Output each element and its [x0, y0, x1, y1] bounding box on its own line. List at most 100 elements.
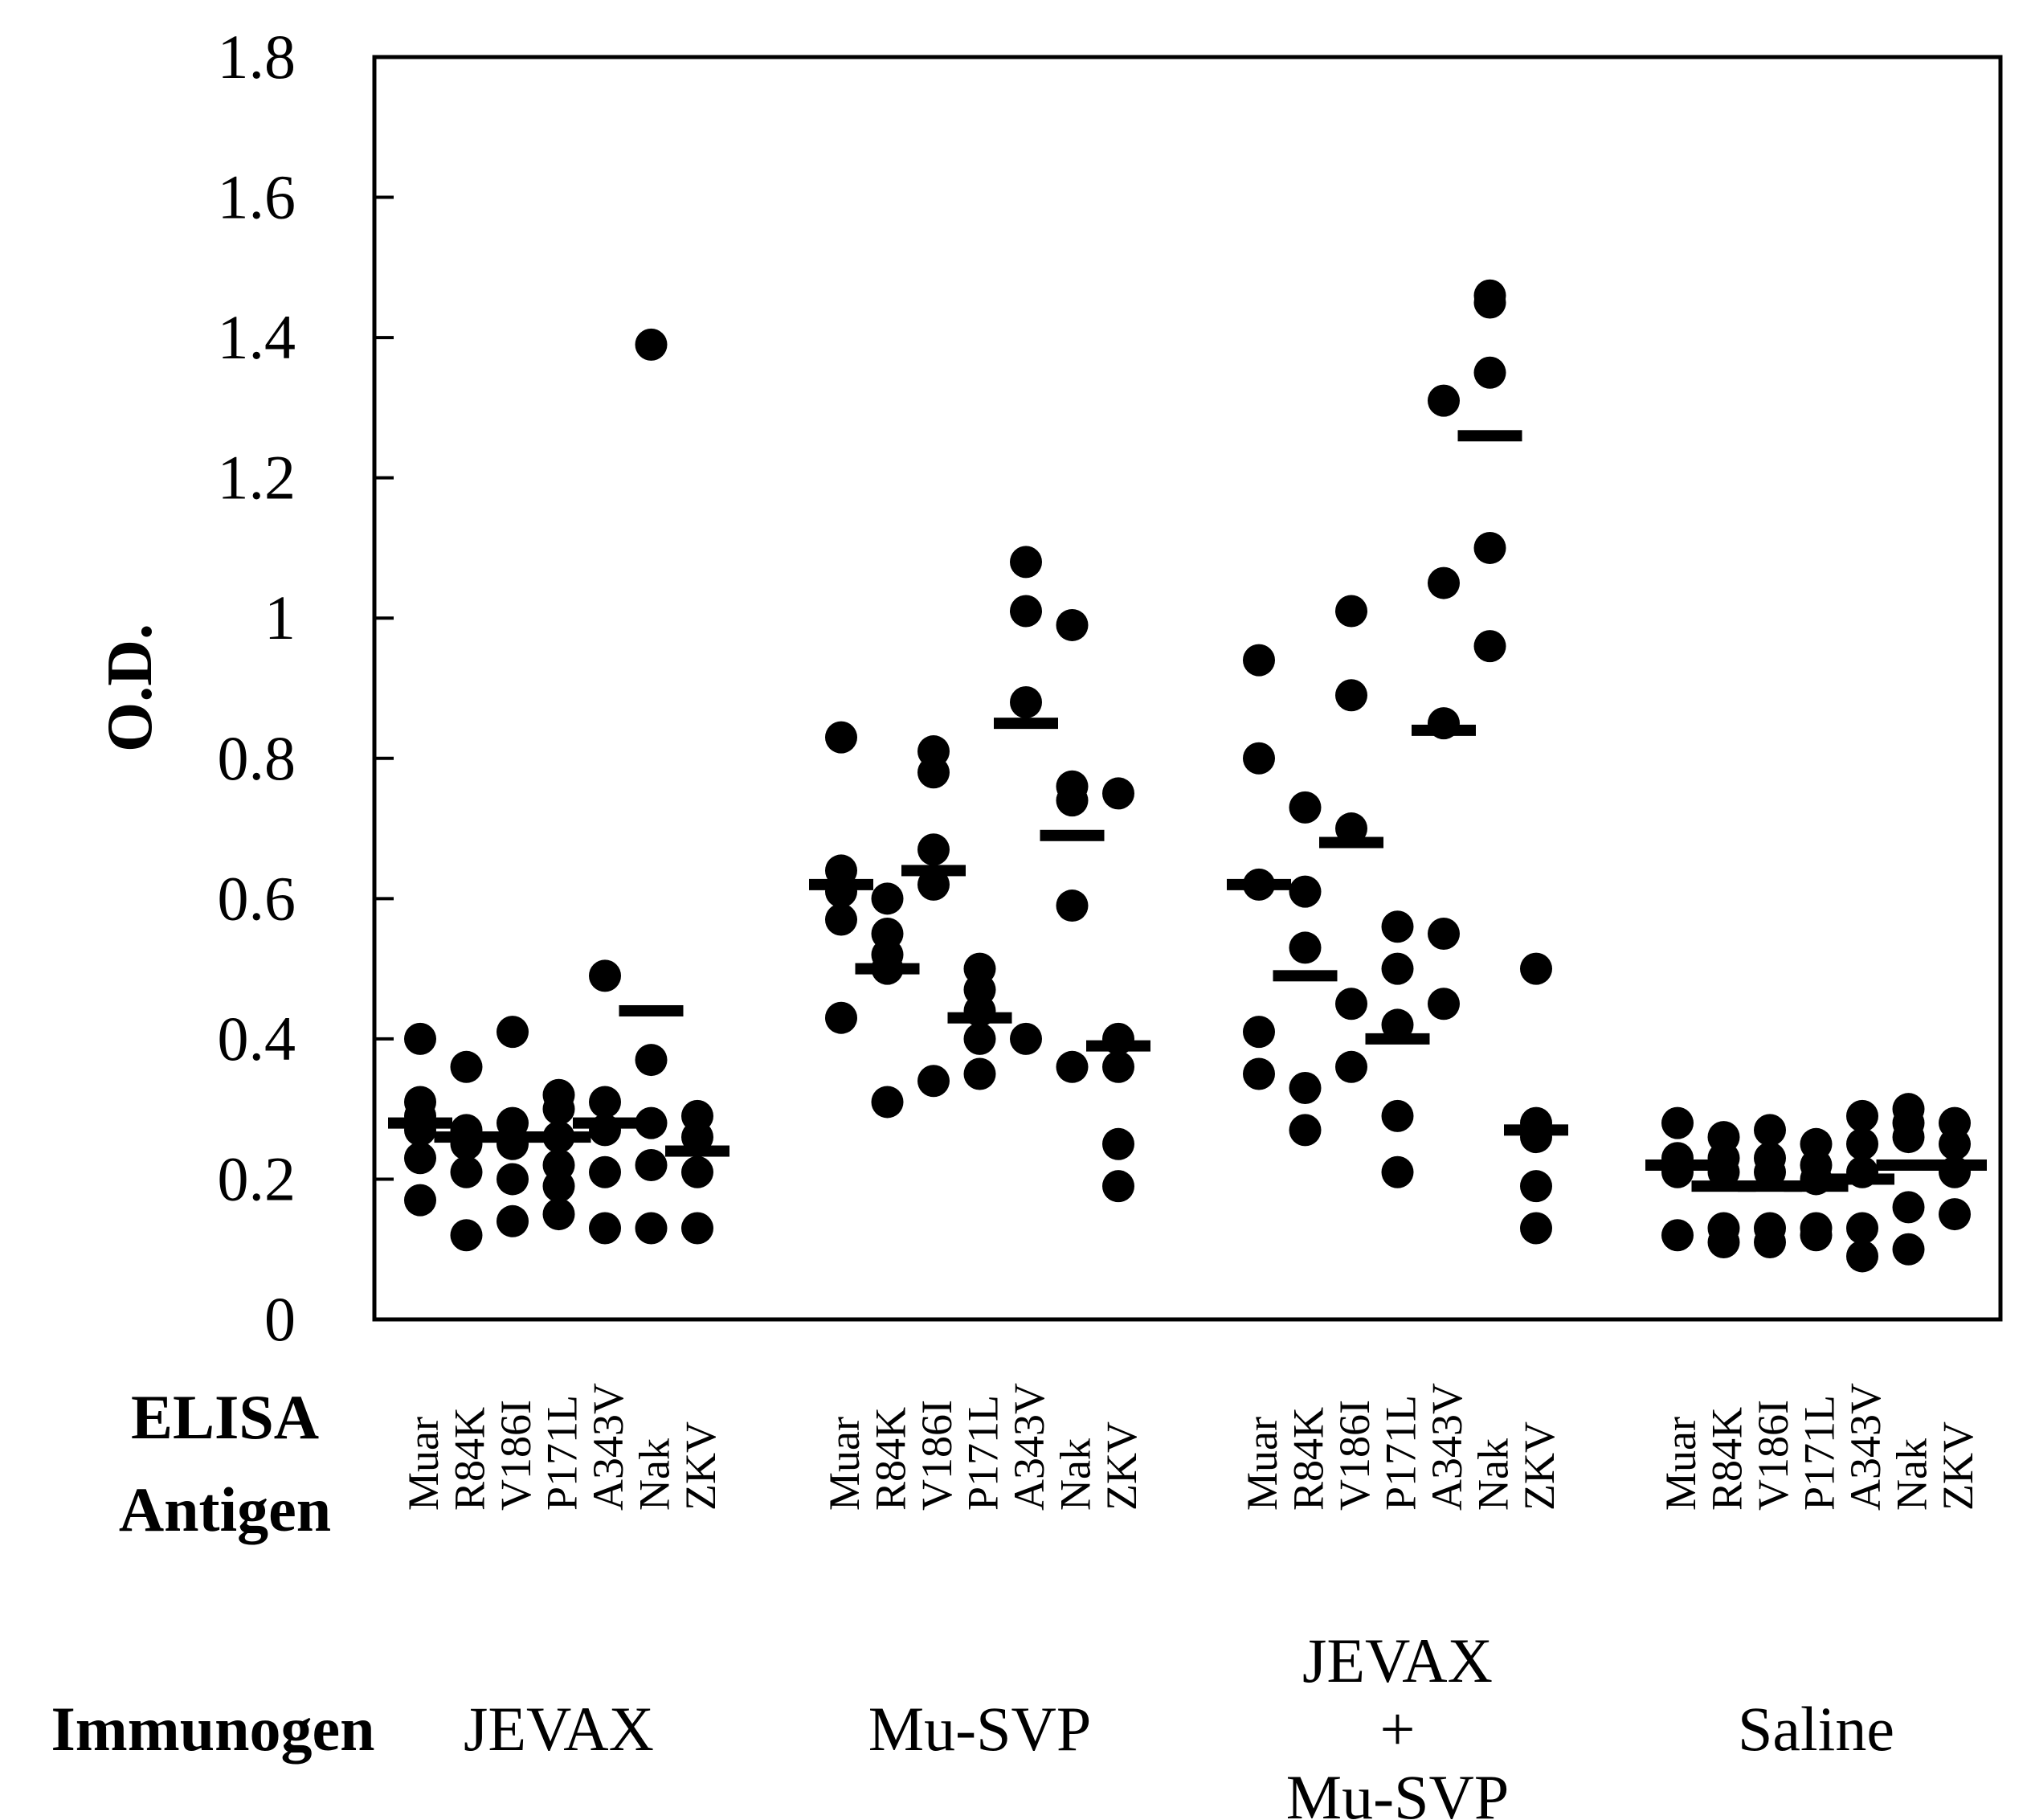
- x-tick-label: V186I: [1749, 1400, 1797, 1511]
- data-point: [1892, 1121, 1925, 1154]
- immunogen-label: Mu-SVP: [868, 1694, 1091, 1764]
- data-point: [1428, 988, 1460, 1020]
- y-axis-label: O.D.: [95, 624, 166, 752]
- y-tick-label: 0.8: [218, 723, 296, 793]
- data-point: [1289, 791, 1322, 824]
- data-point: [1428, 384, 1460, 417]
- data-point: [1892, 1191, 1925, 1224]
- x-tick-label: Nak: [1888, 1438, 1936, 1511]
- data-point: [917, 1065, 950, 1098]
- data-point: [1335, 812, 1367, 845]
- mean-bar: [573, 1117, 637, 1129]
- immunogen-label: +: [1380, 1694, 1416, 1764]
- mean-bar: [1086, 1040, 1150, 1052]
- data-point: [825, 903, 857, 936]
- y-tick-label: 0.4: [218, 1004, 296, 1074]
- data-point: [1335, 679, 1367, 712]
- x-tick-label: V186I: [492, 1400, 540, 1511]
- y-tick-label: 0.2: [218, 1143, 296, 1213]
- data-point: [1289, 931, 1322, 964]
- data-point: [1428, 566, 1460, 599]
- mean-bars: [388, 430, 1987, 1192]
- data-point: [1056, 784, 1089, 817]
- x-tick-label: V186I: [913, 1400, 961, 1511]
- data-point: [450, 1219, 483, 1252]
- mean-bar: [947, 1012, 1012, 1024]
- x-tick-label: A343V: [1423, 1383, 1471, 1511]
- data-point: [1846, 1240, 1878, 1273]
- data-point: [1661, 1219, 1694, 1252]
- mean-bar: [619, 1004, 684, 1016]
- mean-bar: [809, 878, 873, 890]
- data-point: [542, 1093, 575, 1126]
- data-point: [1010, 595, 1042, 628]
- x-tick-label: R84K: [1285, 1407, 1333, 1511]
- mean-bar: [994, 718, 1058, 730]
- data-point: [1381, 1008, 1414, 1041]
- elisa-label-line2: Antigen: [119, 1474, 331, 1544]
- x-tick-label: Muar: [1238, 1417, 1286, 1511]
- data-point: [635, 1148, 668, 1181]
- mean-bar: [1319, 836, 1383, 849]
- data-point: [1381, 952, 1414, 985]
- mean-bar: [901, 865, 966, 877]
- data-point: [635, 1106, 668, 1139]
- elisa-label-line1: ELISA: [131, 1382, 319, 1452]
- x-tick-label: Muar: [820, 1417, 868, 1511]
- data-point: [1243, 1016, 1275, 1049]
- data-point: [497, 1163, 529, 1196]
- data-point: [1381, 1099, 1414, 1132]
- data-point: [1243, 644, 1275, 677]
- x-tick-label: R84K: [1703, 1407, 1751, 1511]
- data-point: [1754, 1155, 1786, 1188]
- data-point: [450, 1155, 483, 1188]
- data-point: [1473, 630, 1506, 663]
- data-point: [1846, 1099, 1878, 1132]
- x-tick-label: P171L: [1796, 1395, 1844, 1511]
- mean-bar: [1227, 878, 1291, 890]
- data-point: [1846, 1127, 1878, 1160]
- data-point: [1473, 286, 1506, 319]
- data-point: [497, 1204, 529, 1237]
- data-point: [1102, 777, 1134, 810]
- data-point: [404, 1142, 436, 1175]
- x-tick-label: P171L: [538, 1395, 586, 1511]
- data-point: [1473, 531, 1506, 564]
- data-point: [1056, 1050, 1089, 1083]
- y-tick-label: 0.6: [218, 863, 296, 933]
- data-point: [1754, 1225, 1786, 1258]
- mean-bar: [1040, 829, 1105, 841]
- data-points: [404, 279, 1971, 1273]
- data-point: [681, 1155, 713, 1188]
- data-point: [1707, 1155, 1740, 1188]
- data-point: [542, 1170, 575, 1203]
- data-point: [404, 1184, 436, 1217]
- data-point: [1056, 608, 1089, 641]
- y-tick-label: 1.8: [218, 22, 296, 92]
- x-tick-label: R84K: [446, 1407, 494, 1511]
- plot-area-frame: [372, 55, 2003, 1322]
- data-point: [589, 959, 621, 992]
- data-point: [1800, 1219, 1833, 1252]
- data-point: [589, 1086, 621, 1119]
- data-point: [1010, 685, 1042, 718]
- data-point: [917, 868, 950, 901]
- data-point: [917, 833, 950, 866]
- data-point: [1520, 1170, 1552, 1203]
- mean-bar: [1273, 970, 1338, 982]
- x-tick-label: V186I: [1330, 1400, 1379, 1511]
- data-point: [1335, 1050, 1367, 1083]
- x-tick-label: ZKV: [1515, 1421, 1563, 1511]
- x-tick-label: A343V: [1005, 1383, 1053, 1511]
- immunogen-label: JEVAX: [464, 1694, 654, 1764]
- x-tick-label: Muar: [399, 1417, 447, 1511]
- data-point: [635, 328, 668, 361]
- data-point: [635, 1044, 668, 1077]
- data-point: [681, 1121, 713, 1154]
- mean-bar: [1645, 1159, 1710, 1171]
- mean-bar: [1830, 1173, 1894, 1185]
